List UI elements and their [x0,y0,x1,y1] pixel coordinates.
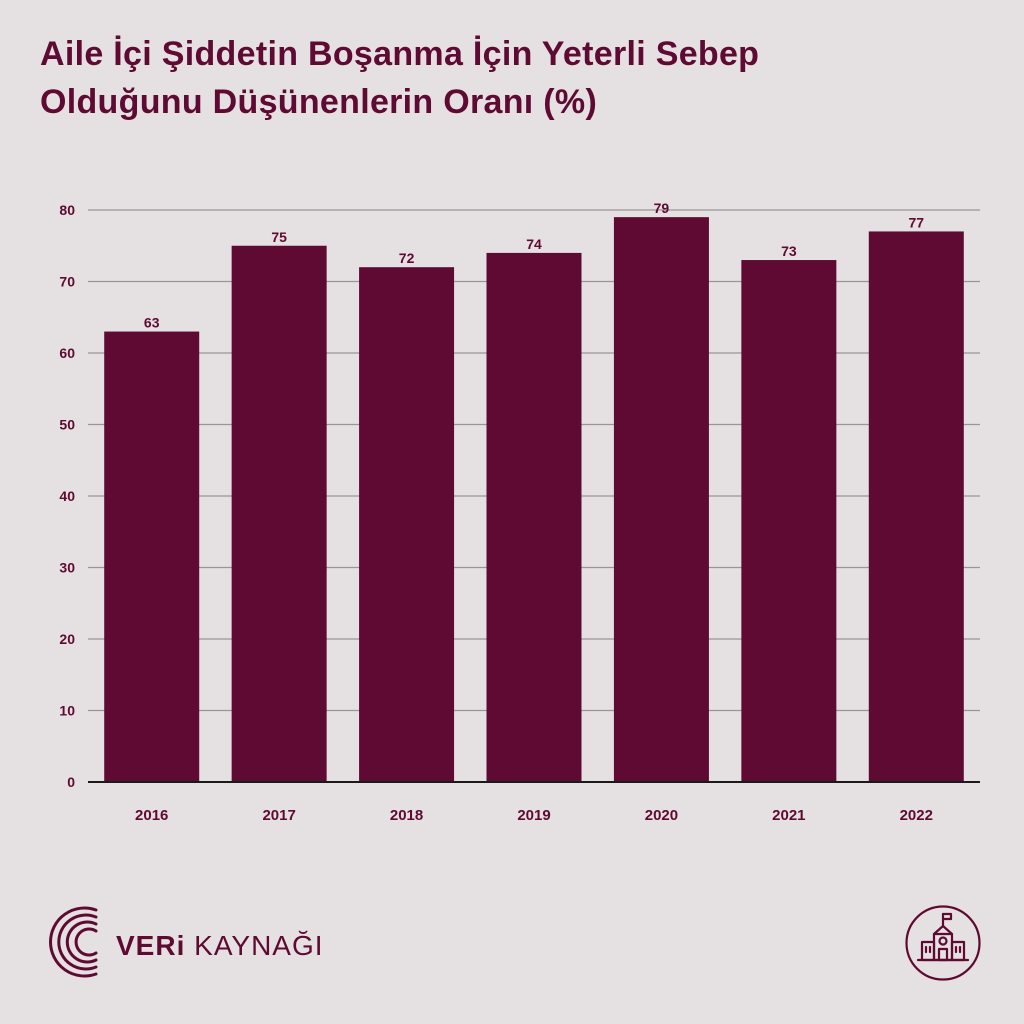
bars [104,217,964,782]
chart-title-line-1: Aile İçi Şiddetin Boşanma İçin Yeterli S… [40,35,760,73]
chart-title: Aile İçi Şiddetin Boşanma İçin Yeterli S… [40,30,940,126]
bar-2019 [486,252,582,782]
bar-value-label-2018: 72 [399,250,415,266]
bar-value-label-2022: 77 [908,214,924,230]
y-tick-label-0: 0 [67,774,75,790]
brand-name-bold: VERi [116,930,186,961]
y-tick-label-40: 40 [59,488,75,504]
bar-value-label-2017: 75 [271,229,287,245]
school-building-icon [905,905,981,981]
y-tick-label-70: 70 [59,274,75,290]
x-tick-label-2018: 2018 [390,807,423,824]
x-axis-ticks: 2016 2017 2018 2019 2020 2021 2022 [135,807,933,824]
brand-logo: VERi KAYNAĞI [44,902,344,982]
bar-2021 [741,260,837,782]
x-tick-label-2021: 2021 [772,807,805,824]
bar-value-label-2020: 79 [654,200,670,216]
bar-value-label-2021: 73 [781,243,797,259]
bar-2020 [613,217,709,782]
y-tick-label-10: 10 [59,703,75,719]
bar-2018 [359,267,455,782]
y-tick-label-80: 80 [59,202,75,218]
bar-value-label-2019: 74 [526,236,542,252]
bar-2017 [231,245,327,782]
y-tick-label-20: 20 [59,631,75,647]
y-axis-ticks: 0 10 20 30 40 50 60 70 80 [59,202,75,790]
brand-name: VERi KAYNAĞI [116,930,324,962]
y-tick-label-30: 30 [59,560,75,576]
x-tick-label-2019: 2019 [517,807,550,824]
bar-2022 [868,231,964,782]
y-tick-label-60: 60 [59,345,75,361]
signal-arcs-icon [49,906,98,978]
bar-2016 [104,331,200,782]
x-tick-label-2016: 2016 [135,807,168,824]
bar-value-labels: 63 75 72 74 79 73 77 [144,200,924,330]
y-tick-label-50: 50 [59,417,75,433]
chart-title-line-2: Olduğunu Düşünenlerin Oranı (%) [40,83,598,121]
bar-value-label-2016: 63 [144,315,160,331]
brand-name-light: KAYNAĞI [194,930,324,961]
x-tick-label-2020: 2020 [645,807,678,824]
x-tick-label-2017: 2017 [262,807,295,824]
x-tick-label-2022: 2022 [900,807,933,824]
